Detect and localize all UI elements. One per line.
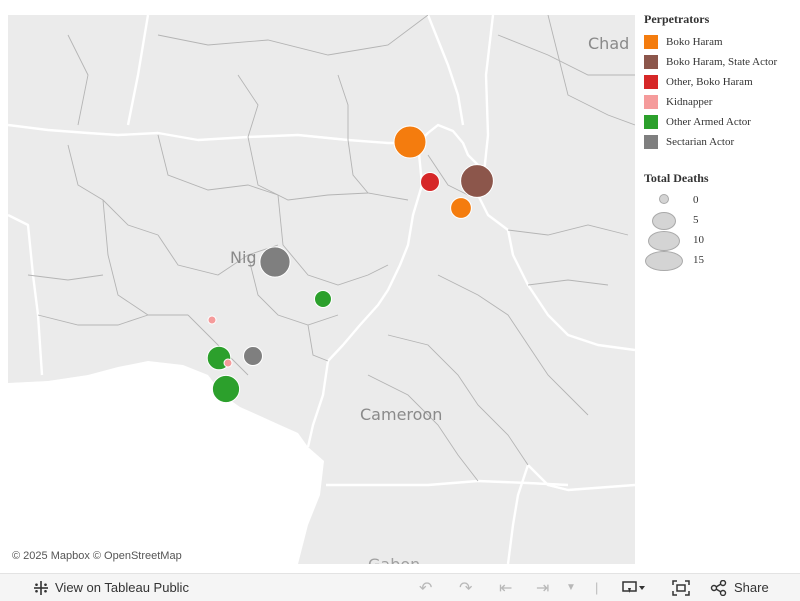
size-legend-label: 0 bbox=[693, 194, 699, 206]
legend-swatch bbox=[644, 95, 658, 109]
total-deaths-legend: Total Deaths 0 5 10 15 bbox=[644, 171, 794, 271]
legend-item-sectarian-actor[interactable]: Sectarian Actor bbox=[644, 132, 794, 152]
size-legend-row-15: 15 bbox=[644, 251, 794, 271]
revert-icon[interactable]: ⇤ bbox=[499, 579, 513, 597]
legend-label: Kidnapper bbox=[666, 96, 713, 108]
size-circle bbox=[648, 231, 680, 251]
size-legend-row-10: 10 bbox=[644, 231, 794, 251]
event-marker[interactable] bbox=[223, 358, 233, 368]
size-legend-label: 10 bbox=[693, 234, 704, 246]
size-circle bbox=[652, 212, 676, 230]
size-legend-label: 15 bbox=[693, 254, 704, 266]
admin-boundaries bbox=[27, 15, 635, 482]
legend-label: Other, Boko Haram bbox=[666, 76, 753, 88]
event-marker[interactable] bbox=[460, 164, 494, 198]
refresh-dropdown-icon[interactable]: ▼ bbox=[566, 582, 576, 593]
country-borders bbox=[8, 15, 635, 564]
legend-swatch bbox=[644, 135, 658, 149]
fullscreen-icon[interactable] bbox=[672, 574, 690, 601]
legend-item-boko-haram[interactable]: Boko Haram bbox=[644, 32, 794, 52]
legend-label: Boko Haram bbox=[666, 36, 723, 48]
share-button[interactable]: Share bbox=[710, 574, 769, 601]
event-marker[interactable] bbox=[207, 315, 217, 325]
view-on-tableau-public-button[interactable]: View on Tableau Public bbox=[33, 574, 189, 601]
event-markers bbox=[206, 125, 494, 404]
legend-item-other-boko-haram[interactable]: Other, Boko Haram bbox=[644, 72, 794, 92]
tableau-toolbar: View on Tableau Public ↶ ↷ ⇤ ⇥ ▼ | Share bbox=[0, 573, 800, 601]
undo-icon[interactable]: ↶ bbox=[419, 579, 433, 597]
legend-label: Boko Haram, State Actor bbox=[666, 56, 778, 68]
perpetrators-legend: Perpetrators Boko Haram Boko Haram, Stat… bbox=[644, 12, 794, 152]
redo-icon[interactable]: ↷ bbox=[459, 579, 473, 597]
event-marker[interactable] bbox=[314, 290, 332, 308]
event-marker[interactable] bbox=[450, 197, 472, 219]
legend-swatch bbox=[644, 75, 658, 89]
size-legend-title: Total Deaths bbox=[644, 171, 709, 185]
fullscreen-glyph-icon bbox=[672, 579, 690, 596]
size-circle bbox=[645, 251, 683, 271]
legend-swatch bbox=[644, 115, 658, 129]
download-icon[interactable] bbox=[622, 574, 646, 601]
legend-label: Other Armed Actor bbox=[666, 116, 751, 128]
event-marker[interactable] bbox=[243, 346, 263, 366]
event-marker[interactable] bbox=[393, 125, 427, 159]
share-icon bbox=[710, 579, 727, 596]
legend-title: Perpetrators bbox=[644, 12, 710, 26]
legend-item-boko-haram-state-actor[interactable]: Boko Haram, State Actor bbox=[644, 52, 794, 72]
map-attribution[interactable]: © 2025 Mapbox © OpenStreetMap bbox=[12, 550, 182, 562]
legend-item-other-armed-actor[interactable]: Other Armed Actor bbox=[644, 112, 794, 132]
tableau-logo-icon bbox=[34, 580, 48, 595]
event-marker[interactable] bbox=[211, 374, 241, 404]
label-cameroon: Cameroon bbox=[360, 405, 443, 424]
size-legend-row-0: 0 bbox=[644, 191, 794, 211]
label-gabon: Gabon bbox=[368, 555, 420, 564]
size-circle bbox=[659, 194, 669, 204]
refresh-icon[interactable]: ⇥ bbox=[536, 579, 550, 597]
map-basemap bbox=[8, 15, 635, 564]
label-nigeria: Nig bbox=[230, 248, 257, 267]
view-on-tableau-public-label: View on Tableau Public bbox=[55, 580, 189, 595]
label-chad: Chad bbox=[588, 34, 630, 53]
map-view[interactable]: Chad Nig Cameroon Gabon © 2025 Mapbox © … bbox=[8, 15, 635, 564]
legend-label: Sectarian Actor bbox=[666, 136, 735, 148]
ocean-area bbox=[8, 361, 324, 564]
toolbar-divider: | bbox=[595, 580, 599, 595]
size-legend-row-5: 5 bbox=[644, 211, 794, 231]
event-marker[interactable] bbox=[420, 172, 440, 192]
download-glyph-icon bbox=[622, 580, 645, 593]
size-legend-label: 5 bbox=[693, 214, 699, 226]
share-label: Share bbox=[734, 580, 769, 595]
legend-swatch bbox=[644, 35, 658, 49]
event-marker[interactable] bbox=[259, 246, 291, 278]
legend-item-kidnapper[interactable]: Kidnapper bbox=[644, 92, 794, 112]
legend-swatch bbox=[644, 55, 658, 69]
